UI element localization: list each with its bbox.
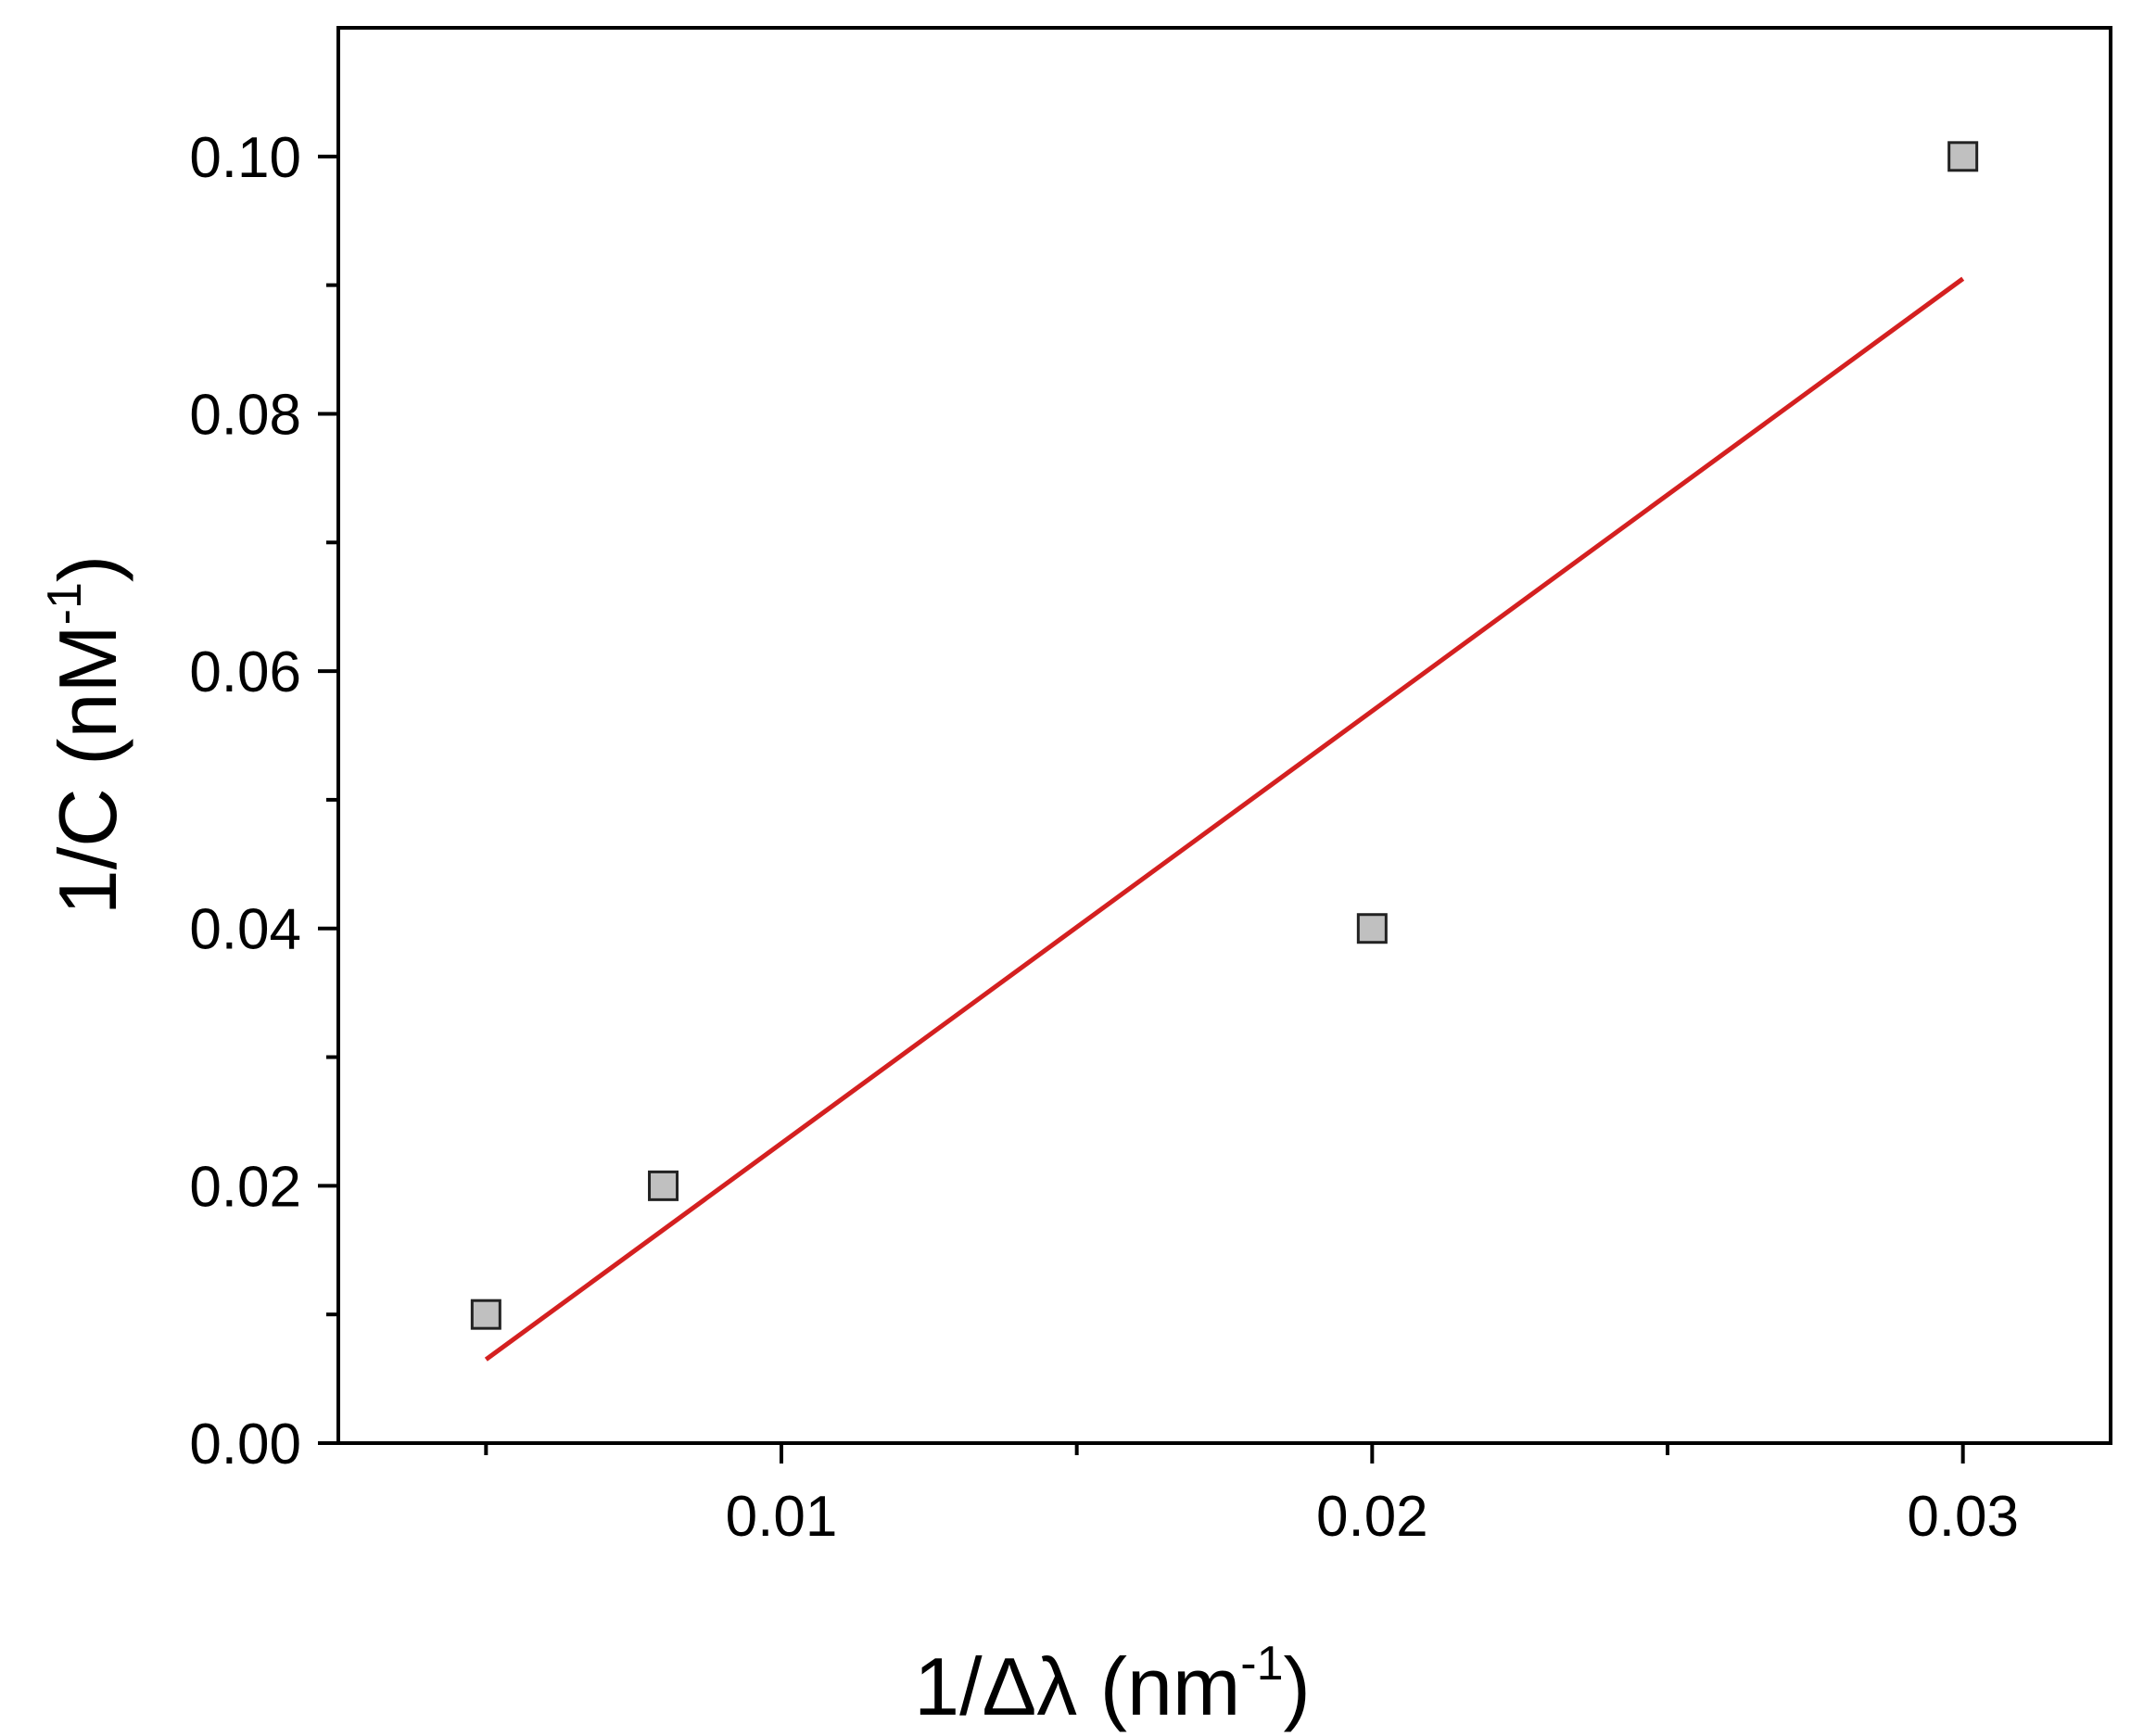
y-tick-label: 0.00 [189,1413,301,1476]
x-tick-label: 0.03 [1907,1485,2019,1549]
tick-labels: 0.01 0.02 0.03 0.00 0.02 0.04 0.06 0.08 0.10 [189,126,2019,1549]
y-tick-label: 0.04 [189,898,301,962]
y-tick-label: 0.10 [189,126,301,190]
axis-ticks [318,154,1965,1464]
data-point [648,1170,679,1201]
x-tick-label: 0.02 [1316,1485,1428,1549]
fit-line [484,276,1965,1362]
y-tick-label: 0.08 [189,383,301,447]
x-axis-title: 1/Δλ (nm-1) [914,1637,1311,1732]
data-point [1356,913,1388,944]
data-point [470,1299,501,1330]
y-tick-label: 0.02 [189,1155,301,1219]
plot-frame [336,26,2112,1445]
data-point [1947,141,1979,172]
x-tick-label: 0.01 [726,1485,838,1549]
y-axis-title: 1/C (nM-1) [38,555,133,916]
y-tick-label: 0.06 [189,640,301,704]
chart-marks [470,141,1979,1362]
